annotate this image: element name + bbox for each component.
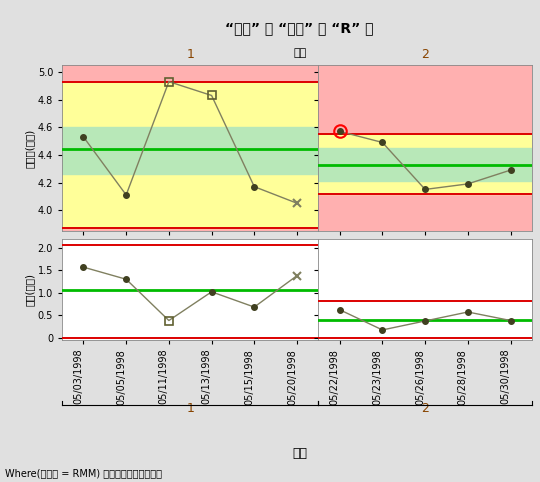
Text: 1: 1 [186,48,194,61]
Bar [62,81,319,228]
Y-axis label: 平均値(直径): 平均値(直径) [25,128,35,168]
Bar [319,134,532,194]
Text: 阶段: 阶段 [293,48,306,58]
Text: Where(操作员 = RMM) 排除的子组是隐藏的。: Where(操作员 = RMM) 排除的子组是隐藏的。 [5,468,163,478]
Text: 1: 1 [186,402,194,415]
Text: 2: 2 [421,48,429,61]
Bar [62,127,319,174]
Bar [319,148,532,181]
Y-axis label: 极差(直径): 极差(直径) [25,273,35,306]
Text: 日期: 日期 [292,447,307,460]
Text: “直径” 的 “均値” 和 “R” 图: “直径” 的 “均値” 和 “R” 图 [226,22,374,36]
Text: 2: 2 [421,402,429,415]
